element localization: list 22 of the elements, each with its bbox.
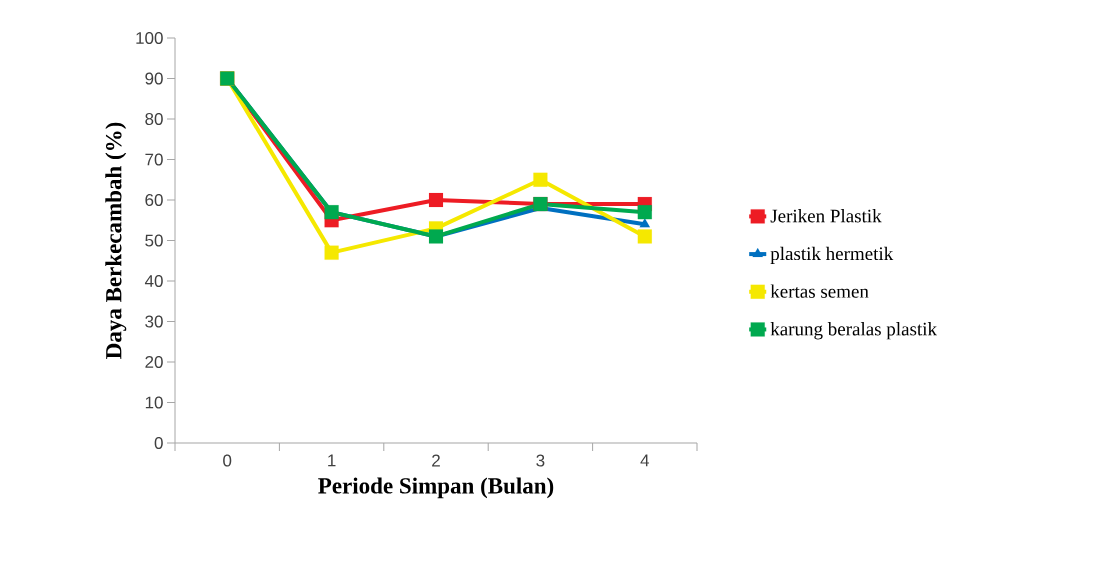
y-tick-label: 90 — [145, 72, 163, 85]
x-tick-label: 3 — [536, 454, 545, 467]
x-tick-label: 2 — [432, 454, 440, 467]
y-tick-label: 100 — [136, 31, 163, 45]
y-tick-label: 0 — [154, 436, 163, 450]
x-tick-label: 1 — [328, 454, 336, 467]
x-axis-title: Periode Simpan (Bulan) — [318, 477, 554, 499]
y-tick-label: 80 — [145, 112, 163, 126]
y-tick-label: 60 — [145, 193, 163, 207]
y-tick-label: 70 — [145, 153, 163, 166]
x-tick-label: 0 — [223, 454, 232, 467]
y-tick-label: 10 — [145, 396, 163, 409]
y-tick-label: 30 — [145, 315, 163, 328]
y-tick-label: 50 — [145, 234, 163, 247]
legend-label: plastik hermetik — [770, 246, 894, 264]
y-tick-label: 40 — [144, 274, 163, 288]
y-tick-label: 20 — [145, 355, 163, 369]
legend-label: karung beralas plastik — [770, 322, 937, 340]
x-tick-label: 4 — [640, 454, 650, 467]
legend-label: kertas semen — [770, 284, 869, 298]
y-axis-title: Daya Berkecambah (%) — [105, 122, 127, 359]
legend-label: Jeriken Plastik — [770, 209, 882, 223]
